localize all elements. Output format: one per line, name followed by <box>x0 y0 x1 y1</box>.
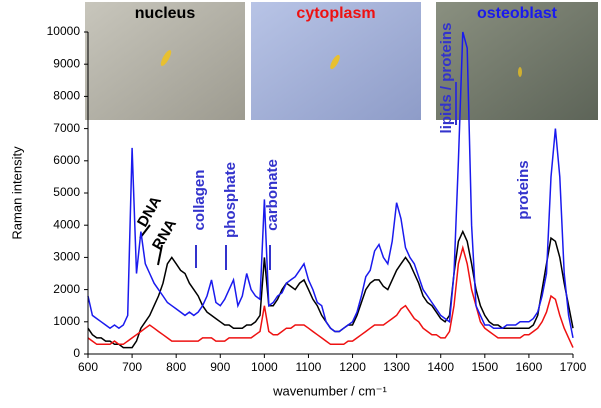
x-tick-label: 900 <box>210 360 230 374</box>
inset-spot <box>160 50 172 66</box>
inset-image <box>436 2 598 120</box>
annotation: carbonate <box>264 159 281 231</box>
x-tick-label: 1400 <box>427 360 454 374</box>
inset-label: osteoblast <box>477 5 558 22</box>
series-line <box>87 244 574 348</box>
series-line <box>87 31 574 339</box>
y-tick-label: 5000 <box>53 185 80 199</box>
x-tick-label: 600 <box>78 360 98 374</box>
x-tick-label: 800 <box>166 360 186 374</box>
x-tick-label: 1100 <box>296 360 322 374</box>
y-axis-label: Raman intensity <box>9 146 24 240</box>
x-tick-label: 1200 <box>339 360 366 374</box>
x-tick-label: 1300 <box>383 360 410 374</box>
x-tick-label: 1700 <box>560 360 587 374</box>
annotation: proteins <box>515 160 532 219</box>
inset-label: nucleus <box>135 5 196 22</box>
annotation: collagen <box>191 170 208 231</box>
y-tick-label: 9000 <box>53 56 80 70</box>
arrows <box>139 82 457 270</box>
x-tick-label: 1500 <box>471 360 498 374</box>
x-tick-label: 1600 <box>516 360 543 374</box>
y-tick-label: 1000 <box>53 314 80 328</box>
y-tick-label: 3000 <box>53 250 80 264</box>
y-tick-label: 6000 <box>53 153 80 167</box>
annotation: RNA <box>149 216 180 253</box>
x-tick-label: 1000 <box>251 360 278 374</box>
y-tick-label: 8000 <box>53 89 80 103</box>
y-tick-label: 0 <box>73 346 80 360</box>
annotation: phosphate <box>222 162 239 238</box>
y-tick-label: 7000 <box>53 121 80 135</box>
y-tick-label: 2000 <box>53 282 80 296</box>
inset-spot <box>330 54 340 70</box>
inset-spot <box>518 67 522 77</box>
annotation: lipids / proteins <box>438 23 455 134</box>
x-axis-label: wavenumber / cm⁻¹ <box>272 383 387 398</box>
y-tick-label: 10000 <box>47 24 81 38</box>
y-tick-label: 4000 <box>53 217 80 231</box>
x-tick-label: 700 <box>122 360 142 374</box>
inset-label: cytoplasm <box>296 5 375 22</box>
